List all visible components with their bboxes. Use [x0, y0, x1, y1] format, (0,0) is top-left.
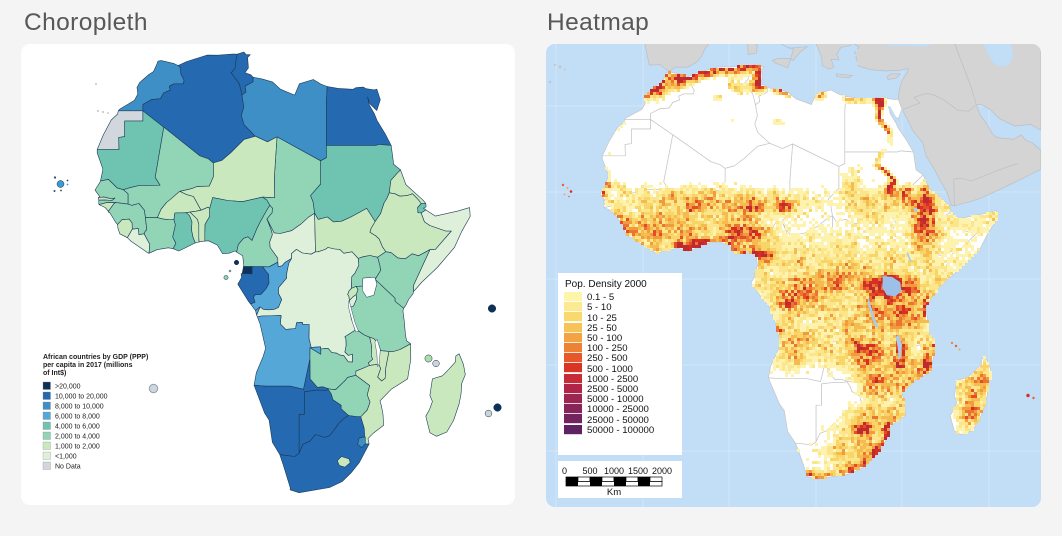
- svg-text:4,000 to 6,000: 4,000 to 6,000: [55, 424, 100, 431]
- svg-text:African countries by GDP (PPP): African countries by GDP (PPP): [43, 354, 148, 361]
- svg-text:10,000 to 20,000: 10,000 to 20,000: [55, 394, 108, 401]
- svg-text:1,000 to 2,000: 1,000 to 2,000: [55, 444, 100, 451]
- svg-text:>20,000: >20,000: [55, 384, 81, 391]
- svg-text:<1,000: <1,000: [55, 454, 77, 461]
- svg-text:8,000 to 10,000: 8,000 to 10,000: [55, 404, 104, 411]
- svg-text:of Int$): of Int$): [43, 370, 66, 377]
- svg-text:No Data: No Data: [55, 464, 81, 471]
- svg-text:2,000 to 4,000: 2,000 to 4,000: [55, 434, 100, 441]
- svg-text:6,000 to 8,000: 6,000 to 8,000: [55, 414, 100, 421]
- svg-text:per capita in 2017 (millions: per capita in 2017 (millions: [43, 362, 133, 369]
